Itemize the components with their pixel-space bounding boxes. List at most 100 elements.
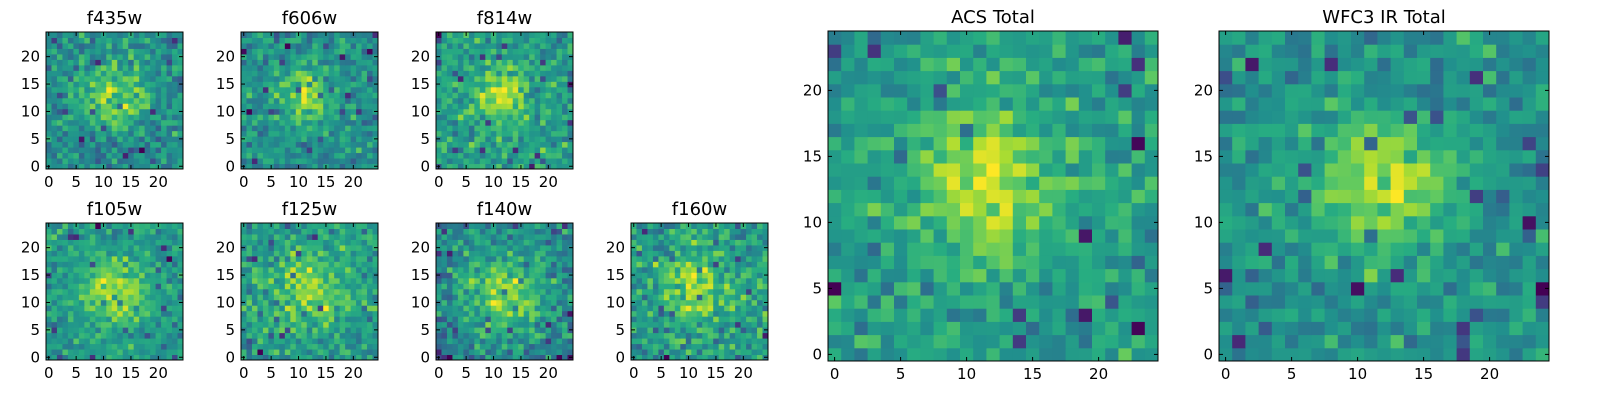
- heatmap-cell: [339, 48, 346, 55]
- heatmap-cell: [345, 158, 352, 165]
- heatmap-cell: [960, 242, 974, 256]
- heatmap-cell: [907, 321, 921, 336]
- heatmap-cell: [246, 75, 253, 82]
- heatmap-cell: [161, 158, 168, 165]
- heatmap-cell: [474, 108, 481, 115]
- heatmap-cell: [562, 294, 569, 301]
- heatmap-cell: [166, 75, 173, 82]
- heatmap-cell: [933, 215, 948, 230]
- heatmap-cell: [62, 125, 69, 132]
- heatmap-cell: [306, 228, 313, 235]
- heatmap-cell: [284, 244, 291, 251]
- heatmap-cell: [474, 354, 481, 361]
- heatmap-cell: [479, 158, 486, 165]
- heatmap-cell: [663, 338, 670, 345]
- heatmap-cell: [485, 266, 492, 273]
- heatmap-cell: [1078, 242, 1093, 256]
- heatmap-cell: [1039, 321, 1053, 336]
- heatmap-cell: [301, 288, 308, 295]
- heatmap-cell: [356, 147, 363, 154]
- heatmap-cell: [973, 163, 987, 177]
- heatmap-cell: [295, 343, 302, 350]
- heatmap-cell: [436, 75, 442, 82]
- heatmap-cell: [436, 255, 442, 262]
- heatmap-cell: [474, 244, 481, 251]
- heatmap-cell: [334, 42, 341, 49]
- heatmap-cell: [534, 32, 541, 38]
- heatmap-cell: [323, 316, 330, 323]
- heatmap-cell: [177, 147, 184, 154]
- heatmap-cell: [144, 316, 151, 323]
- heatmap-cell: [62, 70, 69, 77]
- heatmap-cell: [139, 239, 146, 246]
- heatmap-cell: [501, 108, 508, 115]
- heatmap-cell: [367, 299, 374, 306]
- heatmap-cell: [95, 75, 102, 82]
- heatmap-cell: [166, 108, 173, 115]
- heatmap-cell: [457, 125, 464, 132]
- heatmap-cell: [262, 97, 269, 104]
- heatmap-cell: [707, 272, 714, 279]
- heatmap-cell: [150, 119, 157, 126]
- heatmap-cell: [631, 255, 637, 262]
- heatmap-cell: [367, 266, 374, 273]
- heatmap-cell: [262, 119, 269, 126]
- heatmap-cell: [367, 255, 374, 262]
- heatmap-cell: [128, 338, 135, 345]
- heatmap-cell: [485, 97, 492, 104]
- heatmap-cell: [556, 125, 563, 132]
- heatmap-cell: [540, 97, 547, 104]
- heatmap-cell: [312, 354, 319, 361]
- heatmap-cell: [84, 152, 91, 159]
- heatmap-cell: [562, 299, 569, 306]
- heatmap-cell: [507, 272, 514, 279]
- heatmap-cell: [62, 277, 69, 284]
- heatmap-cell: [540, 163, 547, 170]
- heatmap-cell: [106, 86, 113, 93]
- heatmap-cell: [84, 277, 91, 284]
- heatmap-cell: [301, 119, 308, 126]
- heatmap-cell: [999, 163, 1014, 177]
- heatmap-cell: [122, 64, 129, 71]
- heatmap-cell: [441, 37, 448, 44]
- y-tick-label: 20: [216, 48, 235, 66]
- heatmap-cell: [117, 261, 124, 268]
- heatmap-cell: [674, 272, 681, 279]
- heatmap-cell: [177, 37, 184, 44]
- heatmap-cell: [507, 261, 514, 268]
- heatmap-cell: [652, 310, 659, 317]
- heatmap-cell: [262, 354, 269, 361]
- heatmap-cell: [56, 86, 63, 93]
- heatmap-cell: [290, 81, 297, 88]
- heatmap-cell: [501, 97, 508, 104]
- heatmap-cell: [317, 136, 324, 143]
- heatmap-cell: [669, 272, 676, 279]
- heatmap-cell: [973, 321, 987, 336]
- heatmap-cell: [128, 299, 135, 306]
- heatmap-cell: [67, 48, 74, 55]
- heatmap-cell: [117, 130, 124, 137]
- heatmap-cell: [100, 103, 107, 110]
- heatmap-cell: [436, 316, 442, 323]
- heatmap-cell: [268, 141, 275, 148]
- heatmap-cell: [328, 81, 335, 88]
- heatmap-cell: [534, 125, 541, 132]
- heatmap-cell: [128, 81, 135, 88]
- heatmap-cell: [301, 92, 308, 99]
- x-tick-label: 15: [511, 364, 530, 382]
- heatmap-cell: [441, 316, 448, 323]
- heatmap-cell: [246, 332, 253, 339]
- heatmap-cell: [317, 349, 324, 356]
- heatmap-cell: [279, 343, 286, 350]
- heatmap-cell: [534, 233, 541, 240]
- heatmap-cell: [144, 59, 151, 66]
- heatmap-cell: [1078, 229, 1093, 243]
- heatmap-cell: [556, 152, 563, 159]
- heatmap-cell: [490, 136, 497, 143]
- heatmap-cell: [490, 97, 497, 104]
- heatmap-cell: [161, 141, 168, 148]
- heatmap-cell: [133, 53, 140, 60]
- heatmap-cell: [111, 64, 118, 71]
- heatmap-cell: [907, 347, 921, 362]
- heatmap-cell: [696, 228, 703, 235]
